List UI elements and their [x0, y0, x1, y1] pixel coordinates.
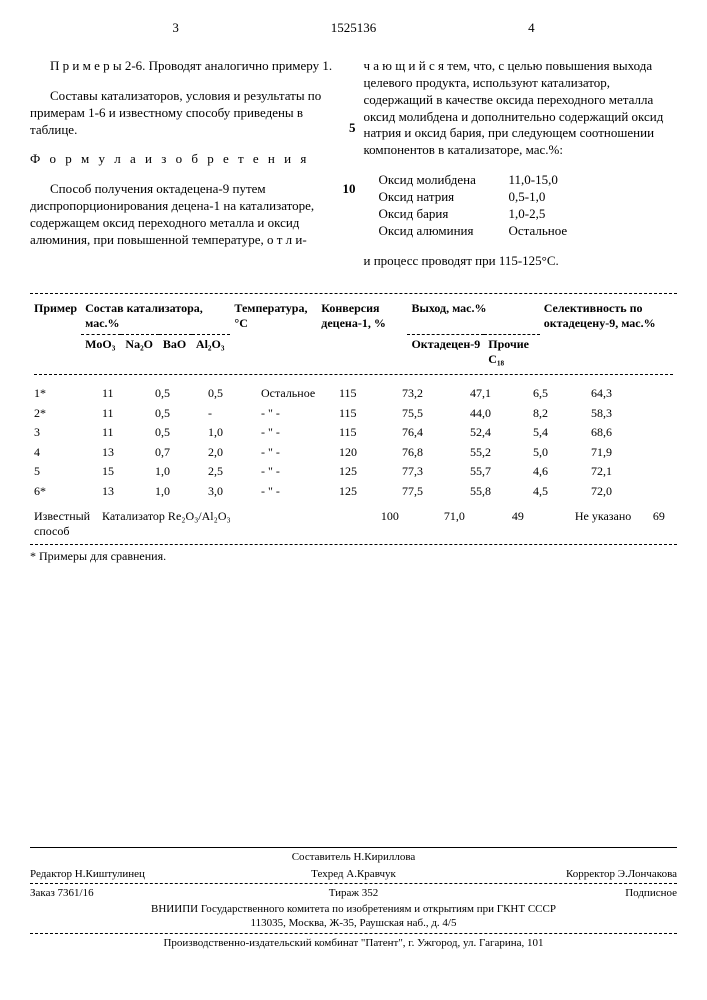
two-column-text: П р и м е р ы 2-6. Проводят аналогично п… — [30, 45, 677, 283]
footer-row: Составитель Н.Кириллова — [30, 850, 677, 864]
page-num-right: 4 — [386, 20, 677, 37]
para-distinguishing: ч а ю щ и й с я тем, что, с целью повыше… — [364, 58, 678, 159]
para-compositions: Составы катализаторов, условия и результ… — [30, 88, 344, 139]
publisher: Производственно-издательский комбинат "П… — [30, 936, 677, 950]
component-list: Оксид молибдена11,0-15,0 Оксид натрия0,5… — [379, 172, 678, 240]
page-header: 3 1525136 4 — [30, 20, 677, 37]
page-num-left: 3 — [30, 20, 321, 37]
table-row: 3110,51,0- " -11576,452,45,468,6 — [30, 423, 677, 443]
footer-row: Заказ 7361/16 Тираж 352 Подписное — [30, 886, 677, 900]
table-top-rule — [30, 293, 677, 294]
techred: Техред А.Кравчук — [247, 867, 461, 881]
table-header-row-1: Пример Состав катализатора, мас.% Темпер… — [30, 299, 677, 335]
address: 113035, Москва, Ж-35, Раушская наб., д. … — [30, 916, 677, 930]
th-moo3: MoO₃ — [81, 334, 121, 370]
known-label: Известный способ — [30, 507, 98, 542]
vniipi: ВНИИПИ Государственного комитета по изоб… — [30, 902, 677, 916]
footer-row: Редактор Н.Киштулинец Техред А.Кравчук К… — [30, 867, 677, 881]
formula-heading: Ф о р м у л а и з о б р е т е н и я — [30, 151, 344, 168]
table-row-known: Известный способ Катализатор Re₂O₃/Al₂O₃… — [30, 507, 677, 542]
th-al2o3: Al₂O₃ — [192, 334, 230, 370]
data-table: Пример Состав катализатора, мас.% Темпер… — [30, 299, 677, 379]
th-other: Прочие С₁₈ — [484, 334, 539, 370]
th-sel: Селективность по октадецену-9, мас.% — [540, 299, 677, 370]
table-row: 5151,02,5- " -12577,355,74,672,1 — [30, 462, 677, 482]
th-conv: Конверсия децена-1, % — [317, 299, 407, 370]
table-row: 1*110,50,5Остальное11573,247,16,564,3 — [30, 384, 677, 404]
table-footnote: * Примеры для сравнения. — [30, 549, 677, 565]
comp-row: Оксид молибдена11,0-15,0 — [379, 172, 678, 189]
subscription: Подписное — [464, 886, 678, 900]
table-row: 2*110,5-- " -11575,544,08,258,3 — [30, 404, 677, 424]
comp-row: Оксид бария1,0-2,5 — [379, 206, 678, 223]
doc-number: 1525136 — [321, 20, 386, 37]
right-column: ч а ю щ и й с я тем, что, с целью повыше… — [364, 45, 678, 283]
tirage: Тираж 352 — [247, 886, 461, 900]
compiler: Составитель Н.Кириллова — [247, 850, 461, 864]
data-table-body: 1*110,50,5Остальное11573,247,16,564,32*1… — [30, 384, 677, 502]
th-oct: Октадецен-9 — [407, 334, 484, 370]
th-yield: Выход, мас.% — [407, 299, 539, 335]
known-cat: Катализатор Re₂O₃/Al₂O₃ — [98, 507, 377, 542]
th-bao: BaO — [159, 334, 192, 370]
editor: Редактор Н.Киштулинец — [30, 867, 244, 881]
imprint-footer: Составитель Н.Кириллова Редактор Н.Кишту… — [30, 845, 677, 950]
order-num: Заказ 7361/16 — [30, 886, 244, 900]
para-method: Способ получения октадецена-9 путем дисп… — [30, 181, 344, 249]
th-example: Пример — [30, 299, 81, 370]
th-temp: Температура, °С — [230, 299, 317, 370]
comp-row: Оксид натрия0,5-1,0 — [379, 189, 678, 206]
para-process: и процесс проводят при 115-125°С. — [364, 253, 678, 270]
left-column: П р и м е р ы 2-6. Проводят аналогично п… — [30, 45, 344, 283]
line-num-5: 5 — [329, 120, 356, 137]
corrector: Корректор Э.Лончакова — [464, 867, 678, 881]
line-num-10: 10 — [323, 181, 356, 198]
comp-row: Оксид алюминияОстальное — [379, 223, 678, 240]
table-bottom-rule — [30, 544, 677, 545]
th-catalyst: Состав катализатора, мас.% — [81, 299, 230, 335]
table-row: 6*131,03,0- " -12577,555,84,572,0 — [30, 482, 677, 502]
para-examples: П р и м е р ы 2-6. Проводят аналогично п… — [30, 58, 344, 75]
table-row: 4130,72,0- " -12076,855,25,071,9 — [30, 443, 677, 463]
th-na2o: Na₂O — [121, 334, 159, 370]
data-table-known: Известный способ Катализатор Re₂O₃/Al₂O₃… — [30, 507, 677, 542]
